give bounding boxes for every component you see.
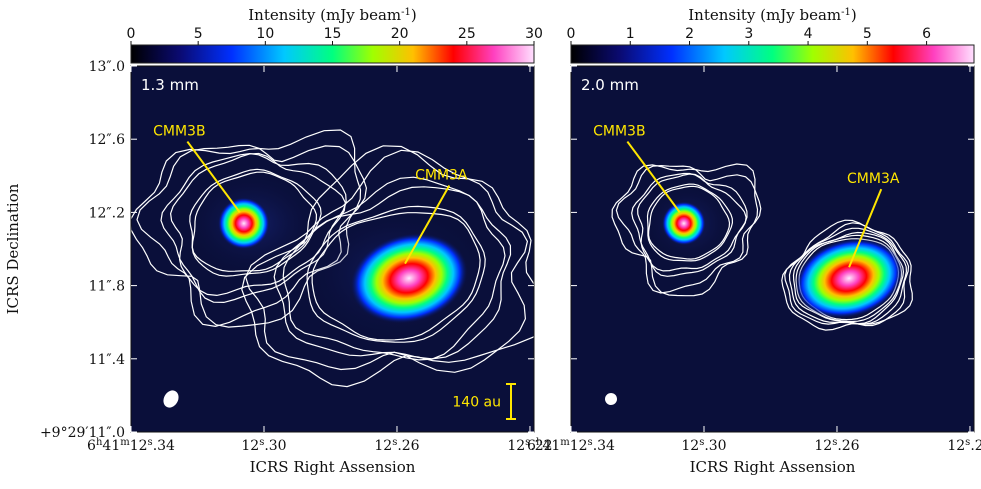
- panel-left: Intensity (mJy beam-1)0 5 10 15 20 25 30CMM3BC…: [4, 6, 553, 476]
- x-tick-label: 12s.30: [241, 437, 286, 455]
- source-label: CMM3B: [153, 124, 205, 140]
- band-label: 2.0 mm: [581, 76, 639, 94]
- plot-frame: [130, 65, 535, 433]
- colorbar-title: Intensity (mJy beam-1): [688, 6, 857, 24]
- y-tick-label: 11″.8: [89, 279, 125, 295]
- source-emission: [661, 201, 706, 246]
- colorbar-tick-label: 6: [922, 26, 931, 42]
- source-emission: [217, 197, 270, 250]
- image-content: CMM3B CMM3A 1.3 mm 140 au: [131, 76, 534, 420]
- contour-line: [306, 205, 486, 343]
- contour-line: [311, 212, 481, 341]
- source-leader-line: [626, 140, 681, 213]
- y-tick-label: 12″.6: [89, 132, 125, 148]
- contour-line: [792, 231, 905, 325]
- source-emission: [350, 232, 468, 324]
- panel-right: Intensity (mJy beam-1) 0 1 2 3 4 5 6 CMM3B CMM3A 2…: [527, 6, 981, 476]
- colorbar-tick-label: 10: [256, 26, 274, 42]
- image-content: CMM3B CMM3A 2.0 mm: [581, 76, 913, 405]
- source-leader-line: [186, 140, 241, 213]
- contour-line: [611, 163, 759, 297]
- colorbar-tick-label: 2: [685, 26, 694, 42]
- source-label: CMM3A: [847, 171, 900, 187]
- x-tick-label: 12s.22: [507, 437, 552, 455]
- y-tick-label: 11″.4: [89, 352, 125, 368]
- source-leader-line: [404, 184, 451, 265]
- colorbar-tick-label: 20: [391, 26, 409, 42]
- contour-line: [647, 185, 731, 260]
- image-background: [571, 66, 974, 432]
- contour-line: [241, 145, 534, 388]
- x-axis-label: ICRS Right Assension: [690, 458, 856, 476]
- contour-line: [189, 168, 322, 277]
- contour-line: [788, 227, 908, 325]
- contour-line: [781, 219, 913, 331]
- colorbar: [130, 44, 535, 64]
- x-tick-label: 12s.26: [814, 437, 859, 455]
- x-tick-label: 12s.22: [947, 437, 981, 455]
- source-label: CMM3B: [593, 124, 645, 140]
- colorbar-tick-label: 4: [804, 26, 813, 42]
- contour-line: [631, 172, 748, 277]
- plot-frame: [570, 65, 975, 433]
- colorbar-tick-label: 3: [744, 26, 753, 42]
- y-tick-label: 13″.0: [89, 59, 125, 75]
- colorbar-tick-label: 0: [127, 26, 136, 42]
- band-label: 1.3 mm: [141, 76, 199, 94]
- y-axis-label: ICRS Declination: [4, 183, 22, 314]
- colorbar-tick-label: 5: [194, 26, 203, 42]
- colorbar-tick-label: 5: [863, 26, 872, 42]
- beam-ellipse: [163, 390, 179, 408]
- x-tick-label: 12s.26: [374, 437, 419, 455]
- source-emission: [794, 237, 904, 319]
- contour-line: [273, 176, 512, 360]
- scale-bar-label: 140 au: [452, 395, 501, 411]
- colorbar-tick-label: 1: [626, 26, 635, 42]
- colorbar-tick-label: 15: [324, 26, 342, 42]
- colorbar-title: Intensity (mJy beam-1): [248, 6, 417, 24]
- y-tick-label: 12″.2: [89, 205, 125, 221]
- beam-ellipse: [605, 393, 617, 405]
- colorbar-tick-label: 25: [458, 26, 476, 42]
- y-tick-label: +9°29′11″.0: [40, 425, 125, 441]
- contour-line: [282, 186, 506, 361]
- colorbar: [570, 44, 975, 64]
- colorbar-tick-label: 30: [525, 26, 543, 42]
- source-label: CMM3A: [415, 167, 468, 183]
- x-tick-label: 6h41m12s.34: [87, 437, 175, 455]
- colorbar-tick-label: 0: [567, 26, 576, 42]
- x-axis-label: ICRS Right Assension: [250, 458, 416, 476]
- contour-line: [615, 164, 762, 294]
- x-tick-label: 12s.30: [681, 437, 726, 455]
- source-leader-line: [848, 188, 883, 268]
- x-tick-label: 6h41m12s.34: [527, 437, 615, 455]
- contour-line: [646, 183, 734, 262]
